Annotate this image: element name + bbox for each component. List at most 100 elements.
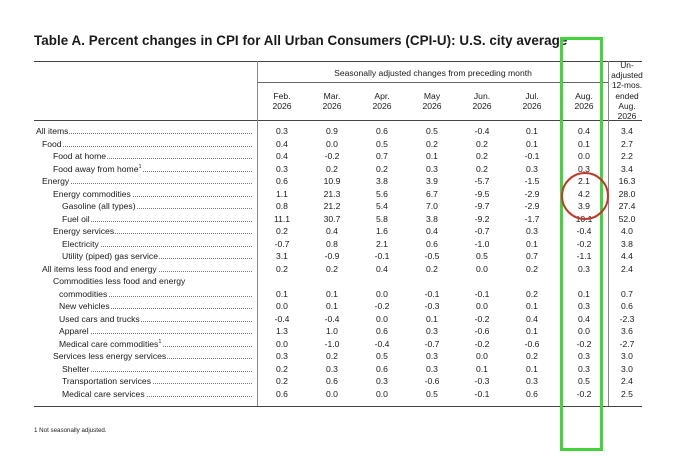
monthly-value: -0.4 [576,226,592,236]
unadjusted-value: 3.6 [621,326,633,336]
column-header-year: 2026 [522,101,542,111]
monthly-value: 0.2 [326,263,338,274]
row-label: Energy [42,175,252,187]
monthly-value: 0.6 [276,176,288,186]
monthly-value: 0.3 [376,376,388,386]
monthly-value: 10.9 [323,176,341,186]
monthly-value: -0.4 [324,313,340,324]
leader-dots [59,320,252,322]
leader-dots [53,170,252,172]
top-rule [34,61,642,62]
unadjusted-value: 0.6 [621,301,633,311]
monthly-value: 0.2 [276,263,288,274]
unadjusted-header: Un- adjusted 12-mos. ended Aug. 2026 [610,60,644,121]
unadjusted-value: 2.5 [621,388,633,399]
unadjusted-value: -2.3 [619,313,635,324]
monthly-value: 0.3 [426,363,438,374]
leader-dots [62,208,252,210]
monthly-value: 0.2 [476,163,488,174]
row-label-text: commodities [59,288,109,299]
column-header-1: Mar. 2026 [307,91,357,111]
row-label-value: Electricity [62,238,99,249]
monthly-value: 6.7 [426,188,438,199]
monthly-value: 0.0 [476,301,488,311]
monthly-value: 0.0 [276,301,288,311]
monthly-value: 0.2 [426,138,438,149]
unadjusted-line: ended [615,90,639,101]
footnote-marker: 1 [158,338,162,345]
leader-dots [62,383,252,385]
column-header-month: May [423,91,441,101]
row-label-text: New vehicles [59,301,111,311]
monthly-value: 0.2 [276,363,288,374]
monthly-value: -0.1 [424,288,440,299]
monthly-value: -0.7 [424,338,440,349]
column-header-year: 2026 [472,101,492,111]
leader-dots [42,183,252,185]
leader-dots [62,395,252,397]
monthly-value: 0.6 [376,363,388,374]
row-label-value: Energy services [53,226,115,236]
monthly-value: 0.0 [578,326,590,336]
column-header-month: Aug. [575,91,593,101]
table-row: Services less energy services 0.3 0.2 0.5 0.… [0,350,680,362]
row-label-value: Energy [42,176,70,186]
monthly-value: -1.5 [524,176,540,186]
monthly-value: 0.2 [426,263,438,274]
footnote-marker: 1 [138,163,142,170]
monthly-value: 0.2 [276,376,288,386]
monthly-value: 0.4 [376,263,388,274]
row-label-value: Food at home [53,151,107,161]
table-row: Shelter 0.2 0.3 0.6 0.3 0.1 0.1 0.3 3.0 [0,363,680,375]
monthly-value: -0.2 [576,238,592,249]
monthly-value: 0.2 [326,163,338,174]
row-label-text: Energy [42,176,71,186]
table-row: Electricity -0.7 0.8 2.1 0.6 -1.0 0.1 -0.2 3.8 [0,238,680,250]
row-label-text: Gasoline (all types) [62,201,137,211]
column-header-6: Aug. 2026 [559,91,609,111]
row-label: Services less energy services [53,350,252,362]
monthly-value: 0.1 [526,126,538,136]
monthly-value: -0.3 [424,301,440,311]
monthly-value: 0.3 [426,163,438,174]
monthly-value: 0.2 [526,351,538,361]
monthly-value: 0.5 [426,126,438,136]
monthly-value: 0.3 [326,363,338,374]
row-label: Energy services [53,225,252,237]
monthly-value: 0.3 [276,351,288,361]
monthly-value: 30.7 [323,213,341,224]
row-label-text: Medical care commodities1 [59,338,163,349]
column-header-month: Jun. [473,91,491,101]
row-label: Shelter [62,363,252,375]
row-label: New vehicles [59,300,252,312]
unadjusted-line: Un- [620,60,634,70]
unadjusted-value: 0.7 [621,288,633,299]
monthly-value: 0.8 [326,238,338,249]
monthly-value: 0.6 [526,388,538,399]
unadjusted-value: 52.0 [618,213,636,224]
monthly-value: 0.2 [476,138,488,149]
row-label: All items [36,125,252,137]
leader-dots [53,158,252,160]
leader-dots [62,220,252,222]
row-label-value: Food away from home [53,163,139,174]
table-row: Transportation services 0.2 0.6 0.3 -0.6 -0.3… [0,375,680,387]
table-row: Used cars and trucks -0.4 -0.4 0.0 0.1 -0.2 0.… [0,313,680,325]
monthly-value: 0.0 [476,263,488,274]
monthly-value: -2.9 [524,188,540,199]
monthly-value: 2.1 [376,238,388,249]
leader-dots [62,370,252,372]
monthly-value: 0.5 [376,351,388,361]
row-label-text: Energy services [53,226,116,236]
column-header-year: 2026 [272,101,292,111]
row-label-text: All items less food and energy [42,263,158,274]
monthly-value: -0.1 [474,288,490,299]
monthly-value: -0.2 [324,151,340,161]
monthly-value: 0.1 [526,238,538,249]
unadjusted-value: 28.0 [618,188,636,199]
table-title: Table A. Percent changes in CPI for All … [34,33,568,48]
leader-dots [42,145,252,147]
monthly-value: 0.1 [476,363,488,374]
row-label: commodities [59,288,252,300]
header-bottom-rule [34,120,642,121]
